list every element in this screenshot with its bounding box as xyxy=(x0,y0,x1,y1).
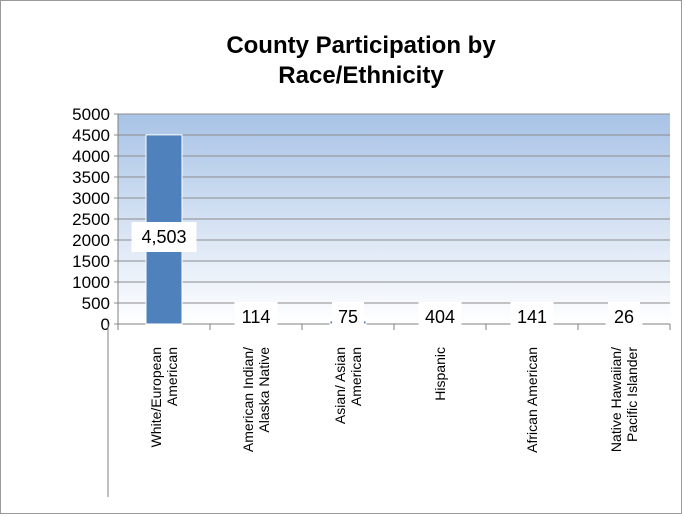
y-tick-label: 500 xyxy=(82,294,110,313)
data-label: 4,503 xyxy=(141,227,186,247)
y-tick-label: 1500 xyxy=(72,252,110,271)
y-tick-label: 0 xyxy=(101,315,110,334)
chart-title-line-1: County Participation by xyxy=(226,32,496,59)
y-tick-label: 5000 xyxy=(72,105,110,124)
data-label: 141 xyxy=(517,307,547,327)
data-label-box xyxy=(131,222,197,253)
x-category-label: Pacific Islander xyxy=(624,347,640,442)
x-category-label: Hispanic xyxy=(432,347,448,401)
x-category-label: American xyxy=(164,347,180,406)
data-label: 75 xyxy=(338,307,358,327)
x-category-label: American Indian/ xyxy=(240,347,256,452)
x-category-label: Asian/ Asian xyxy=(332,347,348,424)
y-tick-label: 1000 xyxy=(72,273,110,292)
y-tick-label: 3500 xyxy=(72,168,110,187)
data-label-box xyxy=(510,302,554,332)
chart-title: County Participation by Race/Ethnicity xyxy=(121,31,601,91)
data-label-box xyxy=(418,302,462,332)
x-category-label: Alaska Native xyxy=(256,347,272,433)
data-label: 26 xyxy=(614,307,634,327)
y-tick-label: 3000 xyxy=(72,189,110,208)
data-label-box xyxy=(332,302,364,332)
data-label: 114 xyxy=(242,307,271,327)
y-tick-label: 4000 xyxy=(72,147,110,166)
x-category-label: American xyxy=(348,347,364,406)
y-tick-label: 2500 xyxy=(72,210,110,229)
data-label: 404 xyxy=(425,307,455,327)
y-tick-label: 4500 xyxy=(72,126,110,145)
x-category-label: White/European xyxy=(148,347,164,447)
data-label-box xyxy=(608,302,640,332)
y-tick-label: 2000 xyxy=(72,231,110,250)
data-label-box xyxy=(234,302,278,332)
x-category-label: Native Hawaiian/ xyxy=(608,347,624,452)
x-category-label: African American xyxy=(524,347,540,453)
chart-title-line-2: Race/Ethnicity xyxy=(278,62,444,89)
